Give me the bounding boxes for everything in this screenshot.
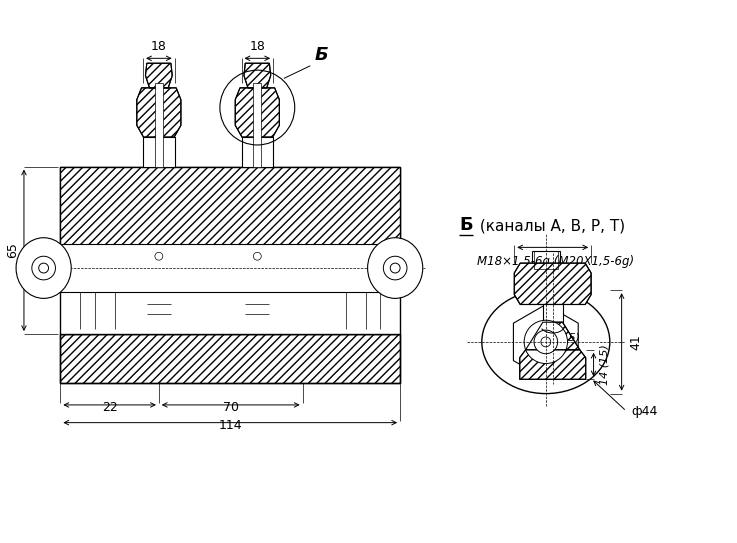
Text: 41: 41 [629,334,643,350]
Bar [532,251,559,269]
Text: 14 (15): 14 (15) [599,344,609,385]
Text: 22: 22 [102,401,117,414]
Polygon shape [145,63,172,88]
Bar [60,244,400,292]
Polygon shape [520,350,586,380]
Bar [60,167,400,280]
Text: 65: 65 [6,242,19,258]
Ellipse shape [16,238,71,299]
Polygon shape [525,322,580,350]
Circle shape [254,252,261,260]
Circle shape [32,256,55,280]
Bar [254,83,261,167]
Circle shape [524,320,567,364]
Polygon shape [514,305,579,380]
Bar [60,334,400,383]
Bar [60,167,400,280]
Text: Б: Б [459,216,473,233]
Bar [143,137,175,167]
Circle shape [391,263,400,273]
Bar [155,83,163,167]
Text: M18×1,5-6g (M20X1,5-6g): M18×1,5-6g (M20X1,5-6g) [477,255,634,268]
Ellipse shape [368,238,423,299]
Polygon shape [235,88,279,137]
Text: (каналы А, В, Р, Т): (каналы А, В, Р, Т) [475,219,625,233]
Bar [60,167,400,334]
Text: 18: 18 [249,40,265,53]
Text: 114: 114 [218,419,242,432]
Polygon shape [514,263,591,305]
Polygon shape [244,63,270,88]
Circle shape [383,256,407,280]
Text: ф44: ф44 [632,405,658,418]
Circle shape [534,330,558,353]
Bar [534,251,558,269]
Text: Б: Б [315,46,328,64]
Bar [528,269,564,290]
Text: 70: 70 [223,401,239,414]
Bar [543,305,562,322]
Text: 18: 18 [151,40,167,53]
Polygon shape [137,88,181,137]
Text: ȓ13 (ȓ15): ȓ13 (ȓ15) [530,333,580,343]
Circle shape [155,252,163,260]
Circle shape [39,263,49,273]
Ellipse shape [482,290,609,394]
Bar [242,137,273,167]
Text: 37°: 37° [542,336,562,346]
Circle shape [541,337,551,347]
Bar [60,334,400,383]
